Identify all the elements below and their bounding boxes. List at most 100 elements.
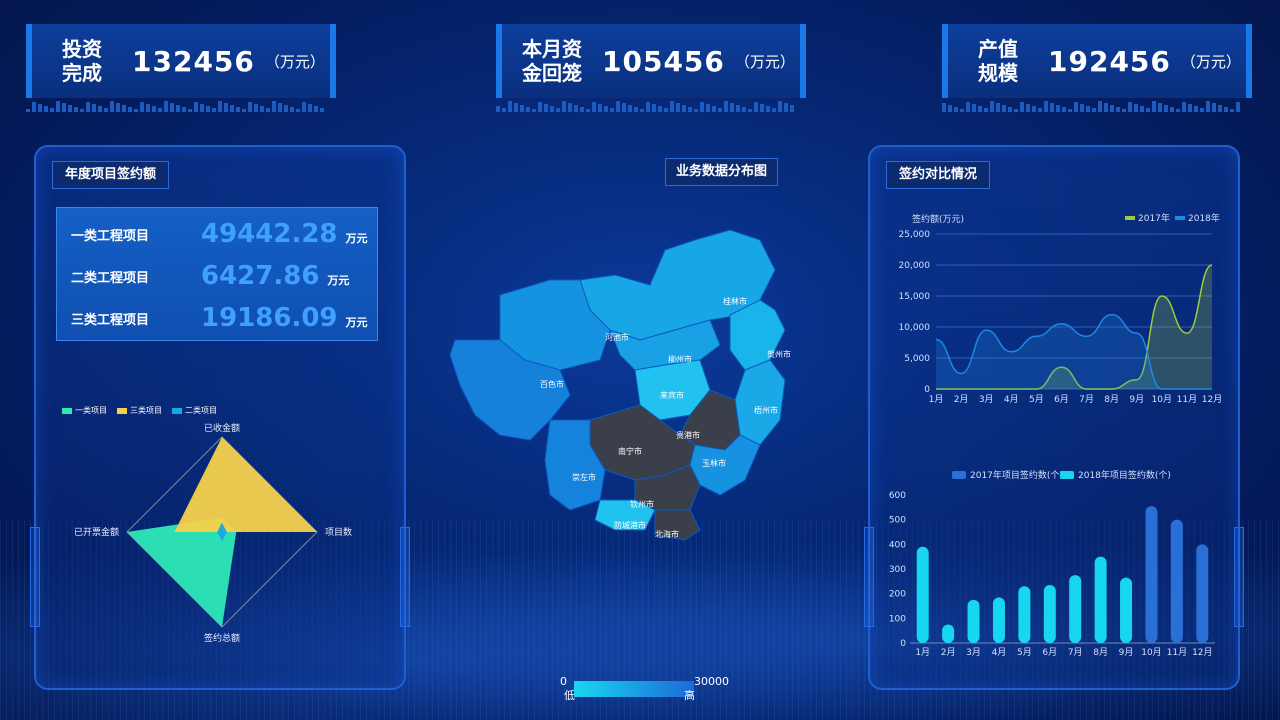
legend-item[interactable]: 一类项目 bbox=[62, 405, 107, 416]
decor-bar bbox=[26, 109, 30, 112]
kpi-label: 本月资 金回笼 bbox=[522, 37, 582, 85]
radar-series-0[interactable] bbox=[127, 517, 237, 627]
decor-bar bbox=[514, 103, 518, 112]
line-series-1[interactable] bbox=[935, 313, 1213, 390]
legend-item[interactable]: 三类项目 bbox=[117, 405, 162, 416]
decor-bar bbox=[32, 102, 36, 112]
y-tick-label: 300 bbox=[889, 565, 906, 575]
decor-bar bbox=[62, 103, 66, 112]
decor-bar bbox=[1224, 107, 1228, 112]
bar-1[interactable] bbox=[1069, 575, 1082, 643]
decor-bar bbox=[146, 104, 150, 112]
panel-signing-comparison: 签约对比情况 签约额(万元) 0 5,000 10,000 15,000 20,000 25… bbox=[864, 145, 1244, 690]
decor-bar bbox=[1110, 105, 1114, 112]
legend-item[interactable]: 二类项目 bbox=[172, 405, 217, 416]
decor-bar bbox=[302, 102, 306, 112]
decor-bar bbox=[532, 109, 536, 112]
legend-label[interactable]: 2018年 bbox=[1188, 212, 1220, 224]
decor-bar bbox=[954, 107, 958, 112]
decor-bar bbox=[1152, 101, 1156, 112]
decor-bar bbox=[74, 107, 78, 112]
decor-bar bbox=[80, 109, 84, 112]
decor-bar bbox=[978, 106, 982, 112]
project-value: 19186.09 bbox=[201, 303, 338, 333]
bar-1[interactable] bbox=[942, 624, 955, 644]
bar-1[interactable] bbox=[1120, 577, 1133, 643]
legend-label[interactable]: 2017年 bbox=[1138, 212, 1170, 224]
x-tick-label: 7月 bbox=[1068, 647, 1083, 658]
panel-title: 签约对比情况 bbox=[886, 161, 991, 189]
bar-1[interactable] bbox=[992, 597, 1005, 643]
decor-bar bbox=[1140, 106, 1144, 112]
map-city-label: 百色市 bbox=[540, 379, 564, 389]
decor-bar bbox=[56, 101, 60, 112]
decor-bar bbox=[182, 107, 186, 112]
bar-1[interactable] bbox=[1043, 585, 1056, 643]
map-region-hezhou[interactable] bbox=[729, 299, 786, 371]
legend-label[interactable]: 2018年项目签约数(个) bbox=[1078, 469, 1171, 481]
x-tick-label: 2月 bbox=[954, 394, 969, 405]
decor-bar bbox=[50, 108, 54, 112]
y-tick-label: 25,000 bbox=[899, 230, 931, 240]
decor-bar bbox=[224, 103, 228, 112]
decor-bar bbox=[682, 105, 686, 112]
decor-bar bbox=[966, 102, 970, 112]
y-tick-label: 5,000 bbox=[904, 354, 930, 364]
map-city-label: 钦州市 bbox=[630, 499, 654, 509]
legend-label[interactable]: 2017年项目签约数(个) bbox=[970, 469, 1063, 481]
decor-bar bbox=[98, 106, 102, 112]
decor-bar bbox=[68, 105, 72, 112]
decor-bar bbox=[1230, 109, 1234, 112]
panel-annual-signing: 年度项目签约额 一类工程项目 49442.28 万元 二类工程项目 6427.8… bbox=[30, 145, 410, 690]
bar-1[interactable] bbox=[1018, 586, 1031, 643]
map-region-beihai[interactable] bbox=[654, 509, 701, 541]
map-region-fangchenggang[interactable] bbox=[594, 499, 656, 531]
side-decoration bbox=[400, 527, 410, 627]
bar-chart: 0 100 200 300 400 500 600 1月 2月 3月 4月 5月 6月 7月 8月 9月 10月… bbox=[889, 469, 1215, 658]
kpi-value: 132456 bbox=[132, 44, 255, 78]
decor-bar bbox=[1002, 105, 1006, 112]
decor-bar bbox=[1020, 102, 1024, 112]
decor-bar bbox=[754, 102, 758, 112]
decor-bar bbox=[188, 109, 192, 112]
y-tick-label: 0 bbox=[900, 639, 906, 649]
bar-1[interactable] bbox=[916, 546, 929, 643]
x-tick-label: 9月 bbox=[1129, 394, 1144, 405]
y-tick-label: 200 bbox=[889, 590, 906, 600]
x-tick-label: 3月 bbox=[966, 647, 981, 658]
x-tick-label: 12月 bbox=[1192, 647, 1212, 658]
kpi-decor-bars bbox=[496, 100, 806, 112]
radar-axis-label: 已收金额 bbox=[204, 422, 240, 434]
map-city-label: 贵港市 bbox=[676, 430, 700, 440]
map-region-baise[interactable] bbox=[449, 339, 571, 441]
decor-bar bbox=[556, 108, 560, 112]
decor-bar bbox=[496, 106, 500, 112]
x-tick-label: 9月 bbox=[1119, 647, 1134, 658]
decor-bar bbox=[640, 109, 644, 112]
x-tick-label: 6月 bbox=[1042, 647, 1057, 658]
bar-1[interactable] bbox=[1094, 556, 1107, 643]
bar-0[interactable] bbox=[1196, 544, 1209, 643]
bar-0[interactable] bbox=[1170, 519, 1183, 643]
x-tick-label: 7月 bbox=[1079, 394, 1094, 405]
decor-bar bbox=[110, 101, 114, 112]
map-city-label: 贺州市 bbox=[767, 349, 791, 359]
radar-chart: 已收金额 项目数 签约总额 已开票金额 bbox=[74, 422, 352, 644]
decor-bar bbox=[1218, 105, 1222, 112]
decor-bar bbox=[730, 103, 734, 112]
map-region-wuzhou[interactable] bbox=[734, 359, 786, 446]
line-series-0[interactable] bbox=[935, 264, 1213, 390]
radar-series-1[interactable] bbox=[174, 437, 318, 532]
project-row: 一类工程项目 49442.28 万元 bbox=[71, 214, 371, 254]
decor-bar bbox=[990, 101, 994, 112]
radar-series-2[interactable] bbox=[217, 522, 227, 542]
project-summary: 一类工程项目 49442.28 万元 二类工程项目 6427.86 万元 三类工… bbox=[56, 207, 378, 341]
bar-1[interactable] bbox=[967, 599, 980, 643]
map-region-liuzhou[interactable] bbox=[609, 319, 721, 371]
scale-gradient-bar[interactable] bbox=[574, 681, 694, 697]
bar-0[interactable] bbox=[1145, 506, 1158, 643]
kpi-decor-bars bbox=[26, 100, 336, 112]
decor-bar bbox=[628, 105, 632, 112]
x-tick-label: 10月 bbox=[1141, 647, 1161, 658]
decor-bar bbox=[170, 103, 174, 112]
